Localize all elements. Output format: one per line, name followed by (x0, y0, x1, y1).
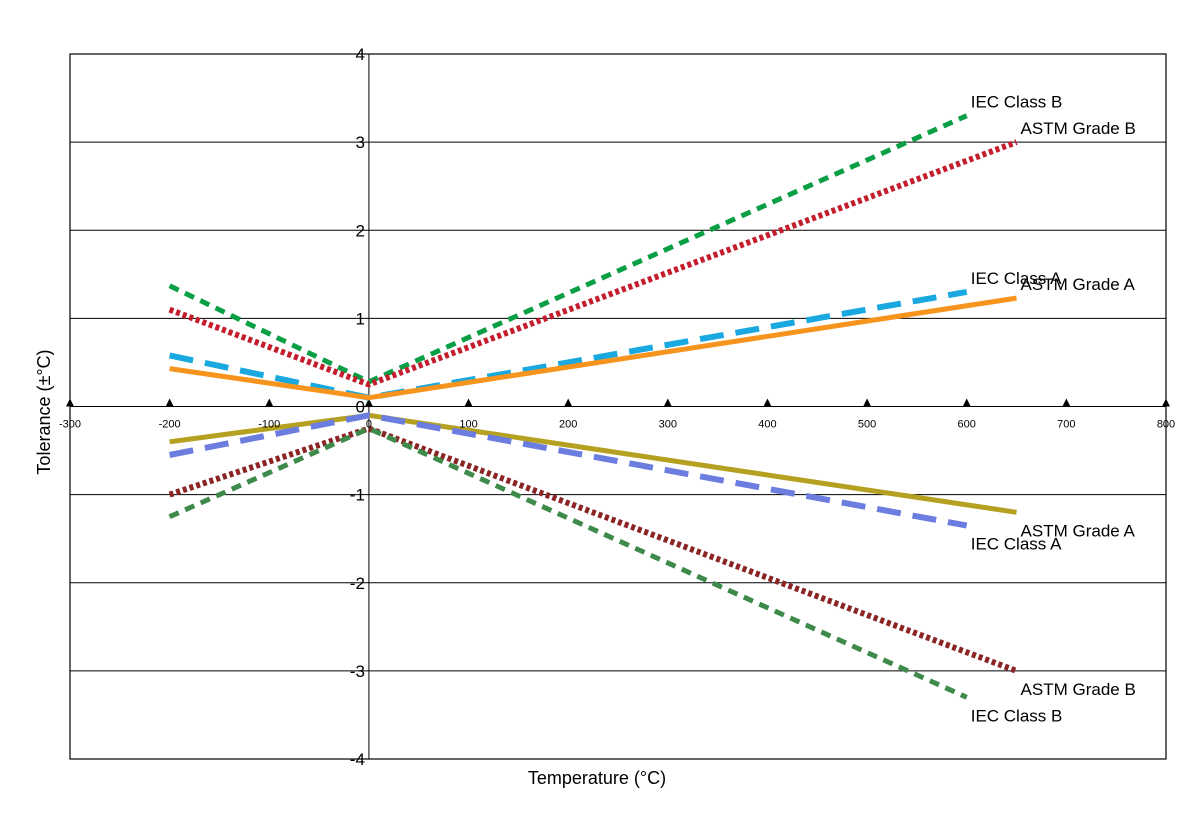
x-tick-label: 400 (758, 419, 776, 431)
y-tick-label: -3 (350, 662, 365, 681)
series-label-3: ASTM Grade A (1021, 275, 1136, 294)
y-tick-label: -2 (350, 574, 365, 593)
y-tick-label: -4 (350, 750, 365, 769)
x-tick-mark (66, 398, 74, 407)
y-tick-label: 1 (355, 309, 364, 328)
x-tick-mark (265, 398, 274, 407)
x-tick-mark (464, 398, 473, 407)
series-label-1: ASTM Grade B (1021, 119, 1136, 138)
series-line-1 (168, 139, 1018, 388)
series-line-3 (169, 295, 1017, 401)
x-tick-mark (165, 398, 174, 407)
series-label-0: IEC Class B (971, 93, 1063, 112)
y-tick-label: 2 (355, 221, 364, 240)
series-label-6: ASTM Grade B (1021, 680, 1136, 699)
x-tick-label: 700 (1057, 419, 1075, 431)
x-tick-mark (663, 398, 672, 407)
series-line-7 (168, 426, 968, 700)
x-tick-mark (564, 398, 573, 407)
tick-labels: 4 3 2 1 0 -1 -2 -3 -4 -300 -200 -100 0 100 200 300 400 50… (59, 45, 1175, 769)
series-label-2: IEC Class A (971, 269, 1062, 288)
axes (66, 53, 1170, 760)
y-axis-title: Tolerance (±°C) (34, 349, 54, 474)
x-axis-title: Temperature (°C) (528, 768, 666, 788)
grid-lines (70, 141, 1166, 672)
x-tick-label: 300 (659, 419, 677, 431)
y-tick-label: -1 (350, 486, 365, 505)
x-tick-mark (1062, 398, 1071, 407)
x-tick-label: 0 (366, 419, 372, 431)
x-tick-label: 200 (559, 419, 577, 431)
x-tick-label: 800 (1157, 419, 1175, 431)
x-tick-label: 100 (459, 419, 477, 431)
series-label-5: IEC Class A (971, 534, 1062, 553)
x-tick-label: 600 (958, 419, 976, 431)
x-tick-label: -300 (59, 419, 81, 431)
series-lines (168, 113, 1018, 700)
y-tick-label: 3 (355, 133, 364, 152)
series-line-5 (169, 412, 968, 529)
x-tick-label: 500 (858, 419, 876, 431)
series-label-4: ASTM Grade A (1021, 521, 1136, 540)
x-tick-mark (962, 398, 971, 407)
x-tick-mark (863, 398, 872, 407)
series-label-7: IEC Class B (971, 706, 1063, 725)
x-tick-mark (364, 398, 373, 407)
y-tick-label: 0 (355, 398, 364, 417)
x-tick-label: -100 (258, 419, 280, 431)
x-tick-mark (1162, 398, 1170, 407)
y-tick-label: 4 (355, 45, 364, 64)
x-tick-mark (763, 398, 772, 407)
series-line-2 (168, 288, 968, 401)
series-line-6 (168, 425, 1018, 674)
series-line-0 (168, 113, 968, 385)
x-tick-label: -200 (159, 419, 181, 431)
